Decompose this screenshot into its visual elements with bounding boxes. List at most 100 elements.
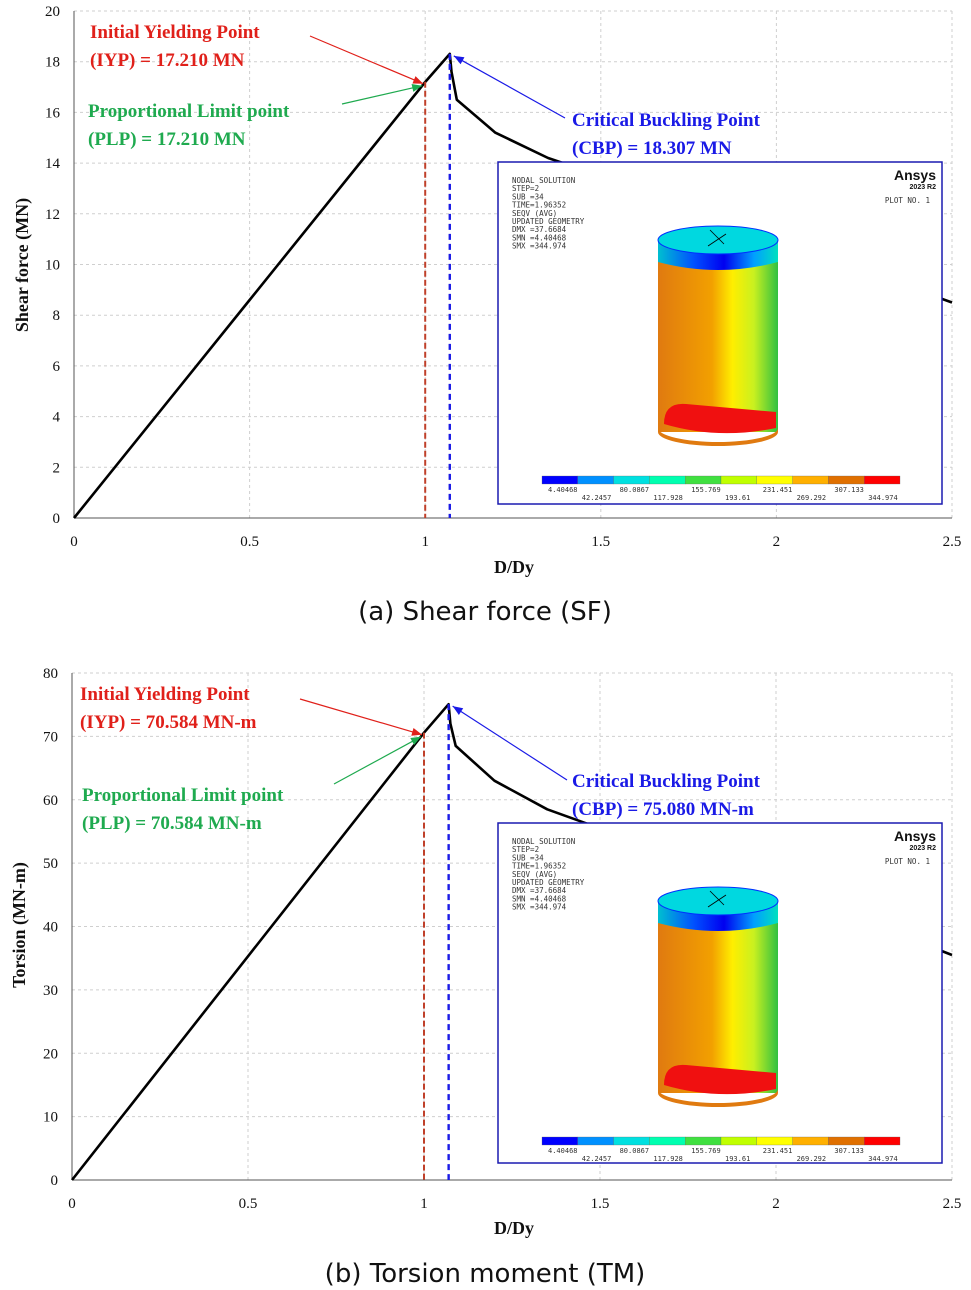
plp-label-line1: Proportional Limit point — [82, 785, 284, 806]
legend-swatch — [649, 475, 686, 485]
iyp-label-line2: (IYP) = 70.584 MN-m — [80, 712, 257, 733]
cbp-label-line1: Critical Buckling Point — [572, 771, 761, 792]
legend-swatch — [720, 475, 757, 485]
inset-info-line: STEP=2 — [512, 845, 539, 854]
legend-value: 80.0867 — [620, 1147, 650, 1155]
x-axis-label: D/Dy — [494, 1218, 534, 1238]
y-tick-label: 70 — [43, 729, 58, 745]
legend-swatch — [756, 1136, 793, 1146]
plp-arrow — [341, 85, 423, 105]
cylinder-axis-triad — [707, 229, 727, 247]
ansys-version: 2023 R2 — [910, 845, 937, 852]
legend-swatch — [577, 475, 614, 485]
iyp-arrow-head — [412, 76, 424, 84]
y-tick-label: 40 — [43, 920, 58, 936]
iyp-label-line1: Initial Yielding Point — [90, 22, 260, 43]
legend-value: 307.133 — [834, 1147, 864, 1155]
legend-swatch — [541, 1136, 578, 1146]
plot-frame — [71, 673, 952, 1181]
x-tick-labels: 0 0.5 1 1.5 2 2.5 — [70, 534, 961, 550]
x-tick-labels: 0 0.5 1 1.5 2 2.5 — [68, 1196, 961, 1212]
cbp-arrow-head — [453, 55, 465, 65]
cbp-arrow-head — [452, 706, 464, 715]
cbp-label-line2: (CBP) = 75.080 MN-m — [572, 799, 754, 820]
inset-info-line: DMX =37.6684 — [512, 886, 567, 895]
plot-frame — [73, 11, 952, 519]
y-tick-label: 10 — [45, 258, 60, 274]
plot-number: PLOT NO. 1 — [885, 857, 930, 866]
iyp-arrow — [299, 698, 423, 736]
inset-info-line: SUB =34 — [512, 192, 544, 201]
inset-info-line: SMN =4.40468 — [512, 233, 567, 242]
legend-swatch — [613, 1136, 650, 1146]
x-tick-label: 2.5 — [943, 534, 962, 550]
legend-value: 344.974 — [868, 494, 898, 502]
iyp-arrow — [309, 35, 424, 85]
inset-info-line: SEQV (AVG) — [512, 209, 557, 218]
legend-swatch — [720, 1136, 757, 1146]
legend-swatch — [864, 475, 901, 485]
legend-swatch — [577, 1136, 614, 1146]
x-tick-label: 2 — [773, 534, 781, 550]
y-tick-label: 0 — [51, 1173, 59, 1189]
ansys-logo: Ansys — [894, 167, 936, 183]
cbp-label-line1: Critical Buckling Point — [572, 110, 761, 131]
x-tick-label: 0.5 — [239, 1196, 258, 1212]
legend-swatch — [828, 1136, 865, 1146]
x-tick-label: 0.5 — [240, 534, 259, 550]
y-tick-labels: 0 2 4 6 8 10 12 14 16 18 20 — [45, 4, 61, 527]
cbp-label-line2: (CBP) = 18.307 MN — [572, 138, 732, 159]
legend-swatch — [792, 475, 829, 485]
x-tick-label: 0 — [68, 1196, 76, 1212]
y-tick-label: 20 — [43, 1046, 58, 1062]
y-tick-label: 18 — [45, 55, 60, 71]
inset-info-line: STEP=2 — [512, 184, 539, 193]
legend-value: 307.133 — [834, 486, 864, 494]
legend-swatch — [685, 1136, 722, 1146]
y-tick-label: 0 — [53, 511, 61, 527]
inset-info-line: TIME=1.96352 — [512, 201, 566, 210]
inset-info-line: SMX =344.974 — [512, 242, 567, 251]
legend-value: 193.61 — [725, 494, 750, 502]
y-tick-label: 50 — [43, 856, 58, 872]
plp-arrow — [333, 736, 422, 785]
x-tick-label: 2.5 — [943, 1196, 962, 1212]
panel-shear-force: 0 0.5 1 1.5 2 2.5 0 2 4 6 8 10 12 14 16 18 20 NODAL SOL… — [12, 4, 961, 627]
y-tick-label: 60 — [43, 793, 58, 809]
plp-label-line2: (PLP) = 70.584 MN-m — [82, 813, 262, 834]
ansys-version: 2023 R2 — [910, 184, 937, 191]
caption: (b) Torsion moment (TM) — [325, 1259, 646, 1289]
legend-swatch — [828, 475, 865, 485]
legend-swatch — [541, 475, 578, 485]
legend-value: 117.928 — [653, 1155, 683, 1163]
x-axis-label: D/Dy — [494, 557, 534, 577]
cylinder-red-zone — [664, 403, 776, 434]
y-tick-label: 6 — [53, 359, 61, 375]
x-tick-label: 1.5 — [591, 1196, 610, 1212]
annotations: Initial Yielding Point (IYP) = 17.210 MN P… — [88, 22, 761, 159]
plp-arrow-head — [411, 84, 423, 92]
x-tick-label: 1.5 — [591, 534, 610, 550]
cylinder-top — [657, 225, 779, 255]
legend-swatch — [685, 475, 722, 485]
inset-info-line: UPDATED GEOMETRY — [512, 217, 585, 226]
cylinder-body — [658, 240, 778, 432]
legend-value: 155.769 — [691, 486, 721, 494]
inset-info-line: SUB =34 — [512, 853, 544, 862]
plp-arrow-head — [410, 736, 421, 745]
inset-info-line: NODAL SOLUTION — [512, 837, 575, 846]
cylinder-body — [658, 901, 778, 1093]
x-tick-label: 1 — [420, 1196, 428, 1212]
legend-value: 269.292 — [797, 494, 827, 502]
legend-value: 117.928 — [653, 494, 683, 502]
inset-info-line: TIME=1.96352 — [512, 862, 566, 871]
cylinder-bottom — [658, 428, 778, 446]
iyp-arrow-head — [411, 728, 422, 736]
y-tick-label: 20 — [45, 4, 60, 20]
cylinder-axis-triad — [707, 890, 727, 908]
cbp-arrow — [453, 55, 566, 119]
panel-torsion-moment: 0 0.5 1 1.5 2 2.5 0 10 20 30 40 50 60 70 80 NODAL SOL… — [9, 666, 961, 1289]
y-tick-label: 10 — [43, 1110, 58, 1126]
